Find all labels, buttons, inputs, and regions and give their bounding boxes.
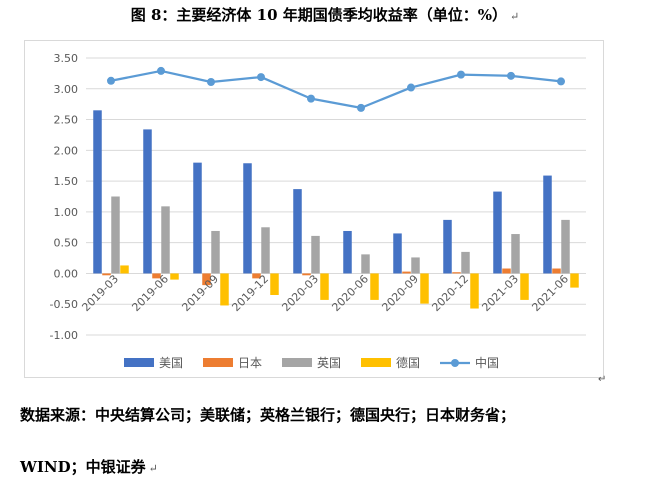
paragraph-mark-icon: ↵ bbox=[148, 462, 158, 475]
legend-swatch bbox=[282, 358, 312, 367]
chart-frame bbox=[24, 40, 604, 378]
bar-日本-2019-09 bbox=[202, 273, 211, 286]
bar-德国-2019-06 bbox=[170, 273, 179, 280]
legend-label: 中国 bbox=[475, 355, 499, 370]
legend: 美国 日本 英国 德国 中国 bbox=[124, 355, 499, 370]
bar-美国-2019-12 bbox=[243, 163, 252, 274]
point-中国-2019-06 bbox=[157, 66, 165, 75]
bar-英国-2019-09 bbox=[211, 230, 220, 274]
bar-美国-2019-06 bbox=[143, 129, 152, 274]
bar-日本-2019-12 bbox=[252, 273, 261, 279]
legend-swatch bbox=[124, 358, 154, 367]
bar-美国-2020-12 bbox=[443, 219, 452, 274]
bar-德国-2021-06 bbox=[570, 273, 579, 288]
bar-layer bbox=[93, 110, 579, 309]
legend-label: 德国 bbox=[396, 355, 420, 370]
point-中国-2019-09 bbox=[207, 78, 215, 87]
legend-swatch-marker bbox=[451, 359, 459, 367]
bar-日本-2021-03 bbox=[502, 268, 511, 274]
bar-德国-2020-12 bbox=[470, 273, 479, 309]
bar-美国-2020-03 bbox=[293, 189, 302, 274]
line-layer bbox=[107, 66, 565, 112]
bar-美国-2021-06 bbox=[543, 175, 552, 274]
bar-英国-2021-03 bbox=[511, 234, 520, 274]
bar-德国-2020-03 bbox=[320, 273, 329, 300]
y-tick-label: 2.50 bbox=[54, 114, 79, 127]
x-tick-label: 2019-09 bbox=[179, 272, 221, 314]
bar-英国-2019-03 bbox=[111, 196, 120, 274]
source-line-2-text: WIND；中银证券 bbox=[20, 458, 146, 476]
bar-英国-2020-03 bbox=[311, 235, 320, 274]
chart-svg: 3.50 3.00 2.50 2.00 1.50 1.00 0.50 0.00 -0.50 -1.… bbox=[50, 52, 586, 370]
bar-日本-2020-12 bbox=[452, 272, 461, 274]
x-tick-label: 2019-12 bbox=[229, 272, 271, 314]
bar-德国-2019-12 bbox=[270, 273, 279, 295]
y-tick-label: 0.50 bbox=[54, 237, 79, 250]
point-中国-2020-03 bbox=[307, 94, 315, 103]
point-中国-2019-03 bbox=[107, 76, 115, 85]
x-tick-label: 2021-06 bbox=[529, 272, 571, 314]
bar-日本-2019-03 bbox=[102, 273, 111, 276]
y-tick-label: -1.00 bbox=[50, 329, 78, 342]
chart-title: 图 8：主要经济体 10 年期国债季均收益率（单位：%） ↵ bbox=[0, 4, 650, 25]
chart-title-text: 图 8：主要经济体 10 年期国债季均收益率（单位：%） bbox=[130, 6, 507, 24]
y-tick-label: 3.00 bbox=[54, 83, 79, 96]
bar-德国-2020-06 bbox=[370, 273, 379, 300]
bar-美国-2020-09 bbox=[393, 233, 402, 274]
grid-layer bbox=[86, 57, 586, 336]
point-中国-2020-12 bbox=[457, 70, 465, 79]
bar-美国-2020-06 bbox=[343, 230, 352, 274]
bar-美国-2019-03 bbox=[93, 110, 102, 274]
bar-美国-2021-03 bbox=[493, 191, 502, 274]
x-tick-label: 2020-06 bbox=[329, 272, 371, 314]
bar-英国-2020-09 bbox=[411, 257, 420, 274]
x-tick-label: 2019-03 bbox=[79, 272, 121, 314]
point-中国-2021-03 bbox=[507, 71, 515, 80]
x-tick-label: 2021-03 bbox=[479, 272, 521, 314]
legend-swatch bbox=[361, 358, 391, 367]
x-tick-label: 2020-03 bbox=[279, 272, 321, 314]
x-tick-label: 2019-06 bbox=[129, 272, 171, 314]
bar-英国-2019-12 bbox=[261, 227, 270, 274]
bar-德国-2021-03 bbox=[520, 273, 529, 300]
source-line-1: 数据来源：中央结算公司；美联储；英格兰银行；德国央行；日本财务省； bbox=[20, 406, 516, 424]
source-line-2: WIND；中银证券 ↵ bbox=[20, 456, 158, 477]
bar-德国-2019-09 bbox=[220, 273, 229, 306]
bar-日本-2020-03 bbox=[302, 273, 311, 276]
paragraph-mark-icon: ↵ bbox=[510, 10, 520, 23]
x-tick-label: 2020-12 bbox=[429, 272, 471, 314]
point-中国-2020-09 bbox=[407, 83, 415, 92]
bar-英国-2021-06 bbox=[561, 219, 570, 274]
y-tick-label: 1.00 bbox=[54, 206, 79, 219]
bar-英国-2020-12 bbox=[461, 251, 470, 274]
legend-label: 英国 bbox=[317, 356, 341, 370]
x-tick-label: 2020-09 bbox=[379, 272, 421, 314]
y-tick-label: 2.00 bbox=[54, 144, 79, 157]
bar-德国-2019-03 bbox=[120, 265, 129, 274]
bar-德国-2020-09 bbox=[420, 273, 429, 304]
point-中国-2019-12 bbox=[257, 73, 265, 82]
paragraph-mark-icon: ↵ bbox=[598, 374, 607, 385]
y-tick-layer: 3.50 3.00 2.50 2.00 1.50 1.00 0.50 0.00 -0.50 -1.… bbox=[50, 52, 78, 342]
y-tick-label: -0.50 bbox=[50, 298, 78, 311]
y-tick-label: 0.00 bbox=[54, 267, 79, 280]
bar-日本-2019-06 bbox=[152, 273, 161, 279]
line-中国 bbox=[110, 69, 562, 109]
legend-swatch bbox=[203, 358, 233, 367]
y-tick-label: 3.50 bbox=[54, 52, 79, 65]
legend-label: 日本 bbox=[238, 356, 262, 370]
y-tick-label: 1.50 bbox=[54, 175, 79, 188]
legend-label: 美国 bbox=[159, 356, 183, 370]
point-中国-2021-06 bbox=[557, 77, 565, 86]
point-中国-2020-06 bbox=[357, 103, 365, 112]
bar-日本-2021-06 bbox=[552, 268, 561, 274]
bar-日本-2020-09 bbox=[402, 271, 411, 274]
bar-英国-2020-06 bbox=[361, 254, 370, 274]
bar-英国-2019-06 bbox=[161, 206, 170, 274]
bar-美国-2019-09 bbox=[193, 162, 202, 274]
